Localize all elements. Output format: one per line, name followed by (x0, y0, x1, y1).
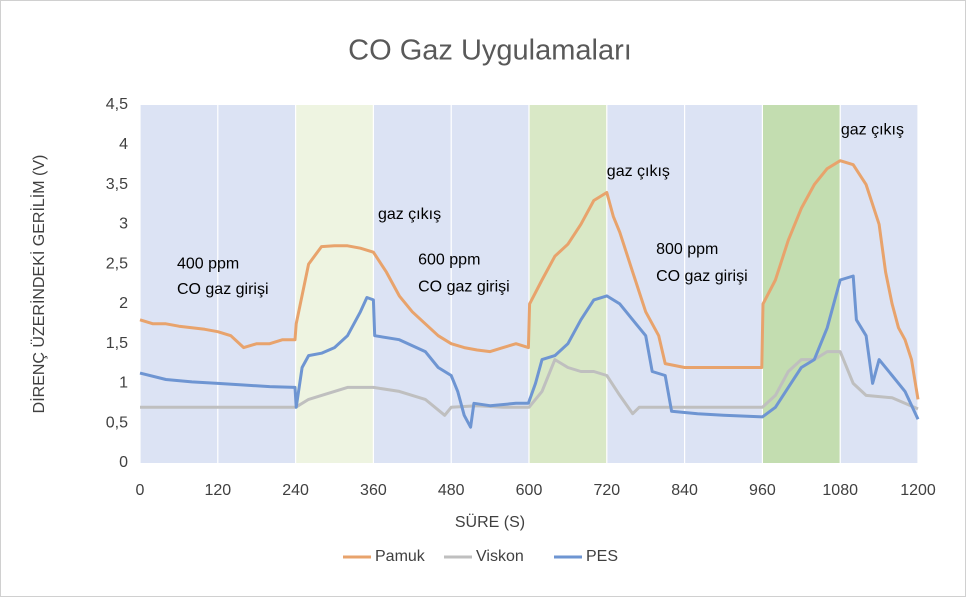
legend-label: Viskon (476, 548, 524, 565)
chart-title: CO Gaz Uygulamaları (348, 35, 632, 67)
annotation: CO gaz girişi (656, 268, 748, 285)
y-tick-label: 2,5 (106, 255, 128, 272)
x-tick-label: 600 (516, 482, 543, 499)
x-tick-label: 1080 (822, 482, 858, 499)
x-tick-label: 840 (671, 482, 698, 499)
y-tick-label: 2 (119, 295, 128, 312)
annotation: 800 ppm (656, 241, 718, 258)
y-tick-label: 1 (119, 375, 128, 392)
y-tick-label: 3 (119, 216, 128, 233)
band (295, 105, 374, 463)
x-tick-label: 0 (136, 482, 145, 499)
y-tick-label: 4,5 (106, 96, 128, 113)
x-axis-label: SÜRE (S) (455, 513, 525, 531)
annotation: gaz çıkış (841, 122, 904, 139)
series-line (139, 159, 920, 400)
x-tick-label: 720 (593, 482, 620, 499)
legend-label: PES (586, 548, 618, 565)
x-tick-label: 960 (749, 482, 776, 499)
annotation: gaz çıkış (378, 206, 441, 223)
y-tick-label: 0 (119, 454, 128, 471)
band (529, 105, 607, 463)
legend-label: Pamuk (375, 548, 426, 565)
y-tick-label: 4 (119, 136, 128, 153)
y-tick-label: 1,5 (106, 335, 128, 352)
annotation: gaz çıkış (607, 163, 670, 180)
annotation: 600 ppm (418, 251, 480, 268)
series-line (139, 274, 920, 429)
y-axis-label: DİRENÇ ÜZERİNDEKİ GERİLİM (V) (29, 155, 48, 414)
annotation: 400 ppm (177, 255, 239, 272)
band (762, 105, 841, 463)
x-tick-label: 1200 (900, 482, 936, 499)
annotation: CO gaz girişi (418, 278, 510, 295)
x-tick-label: 240 (282, 482, 309, 499)
annotation: CO gaz girişi (177, 281, 269, 298)
y-tick-label: 3,5 (106, 176, 128, 193)
series-line (140, 350, 919, 417)
x-tick-label: 360 (360, 482, 387, 499)
y-tick-label: 0,5 (106, 414, 128, 431)
x-tick-label: 120 (204, 482, 231, 499)
x-tick-label: 480 (438, 482, 465, 499)
